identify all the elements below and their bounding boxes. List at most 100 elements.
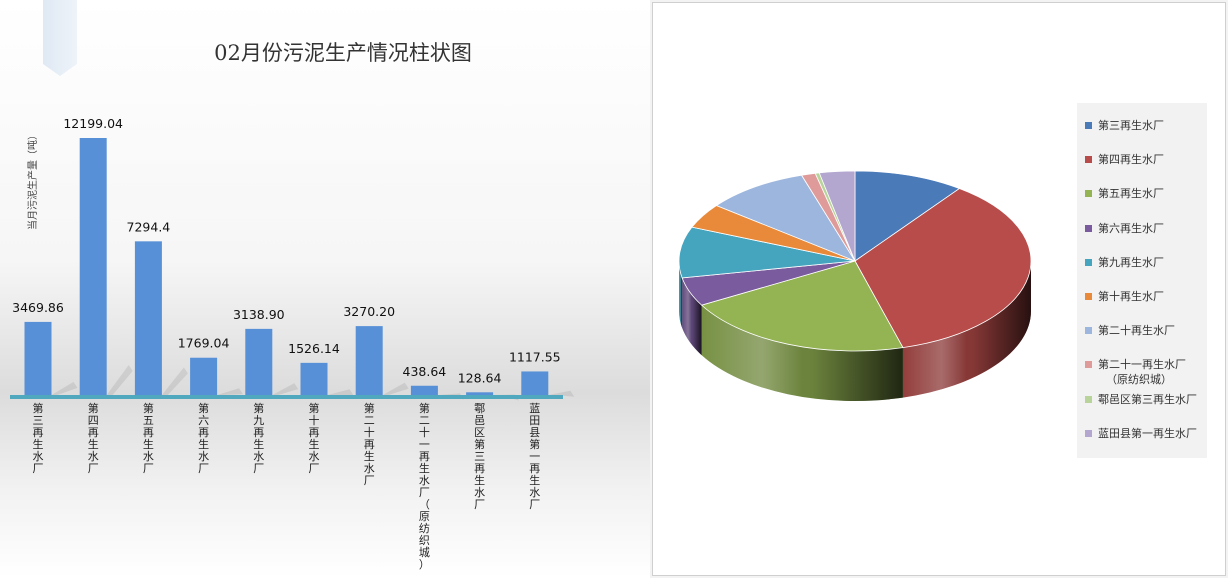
category-label-char: 生 [253,437,264,451]
bar [24,321,52,395]
category-label-char: 再 [419,450,430,463]
legend-label: 蓝田县第一再生水厂 [1098,426,1197,440]
pie-slice [854,170,961,262]
category-label-char: 生 [364,449,375,463]
legend-label: 第二十再生水厂 [1098,324,1175,338]
pie-side-highlight [679,261,683,328]
bar-data-label: 1769.04 [178,336,230,351]
bar [300,362,328,395]
category-label-char: 原 [419,510,430,523]
bar [355,326,383,395]
legend-swatch [1085,224,1092,232]
bar-chart-title: 02月份污泥生产情况柱状图 [214,41,472,65]
category-label-char: 再 [474,462,485,475]
category-label-char: 二 [364,414,375,427]
pie-chart [678,170,1032,401]
legend-label: 第十再生水厂 [1098,290,1164,303]
category-label-char: 水 [529,486,540,499]
category-label-char: 再 [33,426,44,439]
pie-slice [818,170,856,262]
category-label-char: 再 [253,426,264,439]
legend-swatch [1085,361,1092,369]
bar [410,385,438,395]
bookmark-ribbon-icon [43,0,77,76]
bar-data-label: 1526.14 [288,341,340,356]
bar-data-label: 1117.55 [509,349,561,364]
category-label-char: 厂 [143,462,154,475]
bar-data-label: 438.64 [403,364,447,379]
bar-shadow [161,367,188,395]
bar-shadow [327,389,354,396]
category-label-char: 再 [143,426,154,439]
bar-shadow [217,388,244,395]
bar-chart-panel: 02月份污泥生产情况柱状图 当月污泥生产量（吨） 3469.86 12199.04… [0,0,650,578]
category-label-char: 第 [364,401,375,415]
category-label-char: （ [419,498,430,511]
category-label-char: 厂 [474,498,485,511]
bar-shadow [548,390,575,397]
category-label-char: 再 [529,462,540,475]
bar [190,357,218,395]
bar [466,392,494,395]
category-label-char: 第 [143,401,154,415]
category-label-char: 一 [529,450,540,463]
category-label-char: 第 [474,437,485,451]
legend-label: 第二十一再生水厂 [1098,358,1186,372]
category-label-char: 水 [33,450,44,463]
pie-side-highlight [902,261,1031,398]
legend-swatch [1085,327,1092,335]
category-label-char: 十 [419,425,430,439]
category-label-char: 二 [419,414,430,427]
legend-swatch [1085,258,1092,266]
category-label-char: 水 [419,474,430,487]
category-label-char: 水 [474,486,485,499]
category-label-char: 九 [253,414,264,427]
bar-data-label: 12199.04 [63,116,123,131]
category-label-char: 水 [253,450,264,463]
category-label-char: 生 [88,437,99,451]
category-label-char: 第 [419,401,430,415]
category-label-char: 生 [419,461,430,475]
category-label-char: 六 [198,414,209,427]
category-label-char: 织 [419,534,430,547]
pie-slice [700,260,904,352]
category-label-char: 生 [529,473,540,487]
pie-side-highlight [682,277,702,356]
pie-legend: 第三再生水厂 第四再生水厂 第五再生水厂 第六再生水厂 第九再生水厂 第十再生水厂 第二十再… [1077,103,1207,458]
category-label-char: 水 [309,450,320,463]
category-label-char: 三 [33,414,44,427]
category-label-char: 厂 [364,474,375,487]
category-label-char: 十 [309,413,320,427]
bar-data-label: 3469.86 [12,300,64,315]
category-label-char: 水 [143,450,154,463]
legend-swatch [1085,293,1092,300]
category-label-char: 四 [88,414,99,427]
category-label-char: 生 [143,437,154,451]
category-label-char: 三 [474,450,485,463]
legend-label: 第四再生水厂 [1098,153,1164,167]
legend-swatch [1085,429,1092,437]
bar-shadow [51,381,78,395]
legend-label: 第五再生水厂 [1098,187,1164,201]
legend-label-sub: （原纺织城） [1106,373,1172,387]
category-label-char: 第 [309,401,320,415]
category-label-char: 蓝 [529,402,540,415]
category-label-char: 生 [198,437,209,451]
bar [134,241,162,395]
legend-label: 第九再生水厂 [1098,255,1164,269]
legend-swatch [1085,122,1092,129]
category-label-char: 水 [88,450,99,463]
pie-chart-panel: 第三再生水厂 第四再生水厂 第五再生水厂 第六再生水厂 第九再生水厂 第十再生水厂 第二十再… [652,2,1226,576]
legend-label: 鄠邑区第三再生水厂 [1098,392,1197,406]
bar-data-label: 128.64 [458,370,502,385]
bar-chart-ylabel: 当月污泥生产量（吨） [26,130,39,230]
category-label-char: 厂 [419,486,430,499]
pie-side-highlight [701,305,903,401]
category-label-char: 一 [419,438,430,451]
category-label-char: 厂 [33,462,44,475]
category-label-char: 纺 [419,521,430,535]
category-label-char: 鄠 [474,402,485,415]
category-label-char: 再 [198,426,209,439]
category-label-char: 厂 [529,498,540,511]
category-label-char: 第 [198,401,209,415]
